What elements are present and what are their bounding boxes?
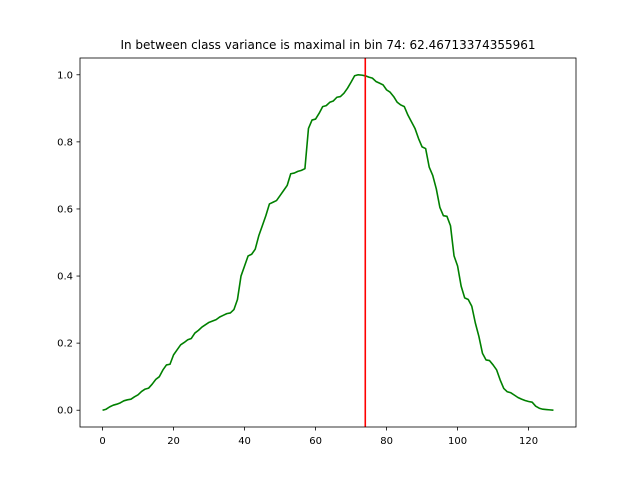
x-tick-label: 0 bbox=[99, 436, 105, 447]
y-tick-label: 0.4 bbox=[57, 272, 73, 283]
y-tick-label: 1.0 bbox=[57, 70, 73, 81]
y-tick-label: 0.0 bbox=[57, 406, 73, 417]
y-tick-label: 0.6 bbox=[57, 204, 73, 215]
x-tick-label: 20 bbox=[167, 436, 180, 447]
y-tick-label: 0.8 bbox=[57, 137, 73, 148]
x-tick-label: 100 bbox=[448, 436, 467, 447]
x-tick-label: 80 bbox=[380, 436, 393, 447]
y-axis: 0.0 0.2 0.4 0.6 0.8 1.0 bbox=[57, 70, 80, 417]
y-tick-label: 0.2 bbox=[57, 339, 73, 350]
x-tick-label: 120 bbox=[519, 436, 538, 447]
chart-title: In between class variance is maximal in … bbox=[120, 38, 535, 52]
plot-area bbox=[102, 58, 554, 427]
axes-frame bbox=[79, 57, 577, 428]
x-axis: 0 20 40 60 80 100 120 bbox=[99, 427, 538, 447]
x-tick-label: 60 bbox=[309, 436, 322, 447]
x-tick-label: 40 bbox=[238, 436, 251, 447]
series-line-0 bbox=[102, 73, 554, 412]
